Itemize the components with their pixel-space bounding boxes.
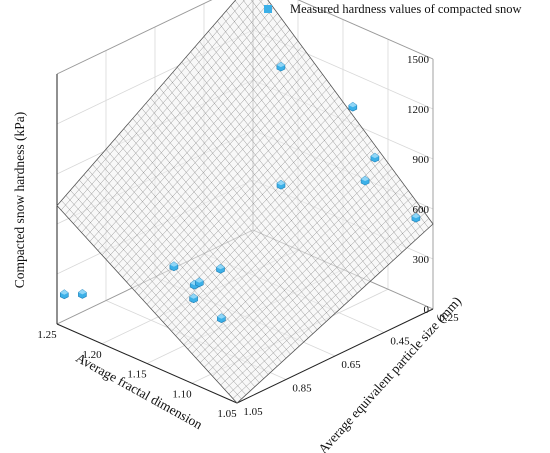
data-point-top — [277, 180, 285, 186]
surface-mesh-line — [132, 118, 313, 334]
data-point-top — [276, 62, 285, 68]
surface-mesh-line — [101, 154, 282, 363]
surface-mesh-line — [114, 57, 311, 269]
surface-mesh-line — [137, 113, 318, 330]
box-edge — [297, 0, 434, 60]
surface-mesh-line — [77, 7, 274, 229]
x-axis-line — [236, 308, 434, 404]
data-point — [217, 313, 226, 324]
data-point — [276, 179, 286, 190]
surface-mesh-line — [110, 143, 291, 355]
data-point — [195, 277, 204, 288]
surface-mesh-line — [81, 13, 278, 233]
surface-mesh-line — [65, 195, 247, 396]
surface-mesh-line — [83, 174, 264, 379]
x-tick-label: 0.65 — [341, 359, 361, 371]
box-edge — [56, 0, 213, 75]
data-point — [348, 101, 358, 112]
surface-mesh-line — [105, 46, 303, 260]
legend-label: Measured hardness values of compacted sn… — [290, 2, 522, 16]
data-point-top — [361, 176, 370, 182]
tick-labels: 0 300 600 900 1200 1500 1.05 1.10 1.15 1.20 1.25 0.… — [37, 54, 459, 420]
surface-mesh-line — [85, 18, 282, 238]
surface-mesh-line — [150, 97, 331, 318]
z-tick-label: 900 — [413, 154, 430, 166]
surface-mesh-line — [65, 0, 254, 215]
z-tick-label: 1500 — [407, 54, 430, 66]
data-point-top — [60, 289, 69, 295]
surface-outline — [56, 0, 434, 404]
data-point — [360, 175, 370, 186]
z-axis-label: Compacted snow hardness (kPa) — [12, 112, 27, 289]
surface-mesh-line — [96, 159, 278, 367]
surface-mesh-line — [128, 123, 309, 339]
surface-mesh-line — [89, 24, 286, 242]
z-tick-label: 600 — [413, 204, 430, 216]
data-point-top — [411, 213, 420, 219]
surface-mesh-line — [93, 29, 290, 247]
z-tick-label: 300 — [413, 254, 430, 266]
surface-mesh-line — [79, 179, 260, 383]
surface-mesh-line — [61, 200, 242, 400]
data-points — [60, 61, 421, 324]
data-point-top — [217, 313, 226, 319]
fitted-surface — [56, 0, 434, 404]
surface-mesh-line — [122, 68, 319, 278]
data-point-top — [189, 293, 198, 299]
surface-mesh-line — [74, 185, 255, 387]
legend-marker — [264, 5, 272, 13]
surface-mesh-line — [114, 138, 296, 351]
data-point-top — [216, 264, 225, 270]
y-axis-line — [56, 323, 238, 404]
data-point — [216, 263, 225, 274]
data-point-top — [78, 289, 87, 295]
data-point — [276, 61, 286, 72]
data-point-top — [169, 261, 178, 267]
data-point — [370, 152, 380, 163]
surface-mesh-line — [145, 102, 327, 322]
surface-mesh-line — [138, 90, 335, 296]
surface-mesh-line — [60, 0, 245, 211]
data-point — [60, 289, 69, 300]
y-tick-label: 1.15 — [127, 369, 147, 381]
data-point-top — [370, 153, 379, 159]
surface-mesh-line — [88, 169, 269, 375]
z-tick-label: 1200 — [407, 104, 430, 116]
data-point — [169, 261, 179, 272]
surface-mesh-line — [141, 108, 322, 326]
surface-mesh-line — [105, 149, 287, 359]
surface-mesh-line — [69, 0, 263, 220]
data-point-top — [195, 277, 204, 283]
surface-mesh-line — [123, 128, 304, 343]
surface-mesh-line — [118, 63, 315, 274]
surface-mesh-line — [97, 35, 295, 251]
x-tick-label: 0.25 — [439, 312, 459, 324]
x-tick-label: 0.45 — [390, 336, 410, 348]
y-tick-label: 1.10 — [172, 388, 192, 400]
legend: Measured hardness values of compacted sn… — [264, 2, 522, 16]
z-tick-label: 0 — [424, 304, 430, 316]
surface-fill — [57, 0, 433, 403]
data-point — [411, 212, 421, 223]
data-point — [78, 289, 87, 299]
y-tick-label: 1.05 — [217, 408, 237, 420]
surface-mesh-line — [146, 101, 344, 305]
surface-mesh-line — [92, 164, 273, 371]
surface-mesh-line — [130, 79, 327, 287]
surface-mesh-line — [110, 51, 307, 265]
surface-mesh-line — [119, 133, 300, 347]
data-point — [189, 293, 198, 304]
surface-mesh-line — [101, 40, 299, 256]
x-axis-label: Average equivalent particle size (mm) — [315, 293, 464, 453]
y-tick-label: 1.25 — [37, 329, 57, 341]
surface-mesh-line — [126, 74, 323, 283]
surface-mesh-line — [134, 85, 331, 292]
x-tick-label: 0.85 — [292, 383, 312, 395]
surface-mesh-line — [73, 2, 270, 224]
x-tick-label: 1.05 — [243, 406, 263, 418]
surface-mesh-line — [70, 190, 251, 391]
y-tick-label: 1.20 — [82, 349, 102, 361]
data-point-top — [348, 102, 357, 108]
